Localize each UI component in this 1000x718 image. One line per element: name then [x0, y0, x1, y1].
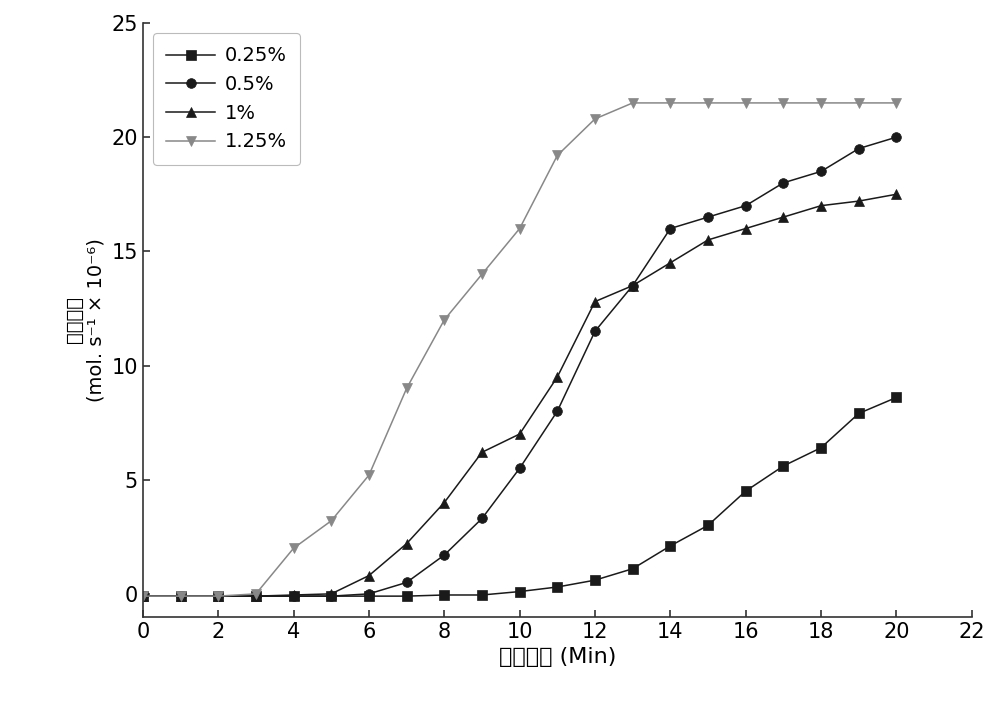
- 1.25%: [401, 384, 413, 393]
- 1%: [702, 236, 714, 244]
- 1.25%: [777, 98, 789, 107]
- Legend: 0.25%, 0.5%, 1%, 1.25%: 0.25%, 0.5%, 1%, 1.25%: [153, 33, 300, 165]
- 1.25%: [702, 98, 714, 107]
- 1.25%: [175, 592, 187, 600]
- 0.5%: [853, 144, 865, 153]
- 1.25%: [890, 98, 902, 107]
- 0.5%: [325, 592, 337, 600]
- 1.25%: [589, 115, 601, 123]
- 1.25%: [551, 151, 563, 159]
- 1%: [777, 213, 789, 221]
- 1.25%: [627, 98, 639, 107]
- 1.25%: [438, 315, 450, 324]
- 0.25%: [476, 591, 488, 600]
- Line: 0.25%: 0.25%: [138, 393, 901, 601]
- 1%: [476, 448, 488, 457]
- 0.25%: [702, 521, 714, 530]
- 1.25%: [664, 98, 676, 107]
- 0.25%: [589, 576, 601, 584]
- 0.5%: [514, 464, 526, 472]
- 1%: [589, 297, 601, 306]
- 0.25%: [250, 592, 262, 600]
- 1.25%: [740, 98, 752, 107]
- 0.5%: [401, 578, 413, 587]
- 0.25%: [438, 591, 450, 600]
- 0.25%: [288, 592, 300, 600]
- 0.25%: [853, 409, 865, 418]
- 1%: [514, 429, 526, 438]
- 0.25%: [664, 541, 676, 550]
- 1.25%: [250, 589, 262, 598]
- 1.25%: [853, 98, 865, 107]
- 1%: [438, 498, 450, 507]
- 0.5%: [627, 281, 639, 290]
- X-axis label: 辐照时间 (Min): 辐照时间 (Min): [499, 647, 616, 667]
- 1%: [890, 190, 902, 199]
- 0.25%: [627, 564, 639, 573]
- 1.25%: [288, 544, 300, 552]
- 1.25%: [476, 270, 488, 279]
- 1.25%: [363, 471, 375, 480]
- 0.5%: [438, 551, 450, 559]
- 0.5%: [476, 514, 488, 523]
- 0.5%: [250, 592, 262, 600]
- 0.5%: [815, 167, 827, 176]
- Line: 0.5%: 0.5%: [138, 132, 901, 601]
- 0.25%: [815, 444, 827, 452]
- 0.5%: [288, 592, 300, 600]
- 0.25%: [325, 592, 337, 600]
- 1%: [250, 592, 262, 600]
- 1%: [815, 201, 827, 210]
- 0.25%: [551, 583, 563, 592]
- 0.25%: [401, 592, 413, 600]
- 1.25%: [514, 224, 526, 233]
- 1%: [551, 373, 563, 381]
- 1%: [212, 592, 224, 600]
- Line: 1.25%: 1.25%: [138, 98, 901, 601]
- Line: 1%: 1%: [138, 190, 901, 601]
- 1%: [740, 224, 752, 233]
- 0.25%: [777, 462, 789, 470]
- 0.5%: [740, 201, 752, 210]
- 0.25%: [212, 592, 224, 600]
- 0.25%: [890, 393, 902, 402]
- 1.25%: [815, 98, 827, 107]
- 0.5%: [212, 592, 224, 600]
- 0.25%: [137, 592, 149, 600]
- Y-axis label: 聚合速率
(mol. s⁻¹ × 10⁻⁶): 聚合速率 (mol. s⁻¹ × 10⁻⁶): [65, 238, 106, 402]
- 1%: [137, 592, 149, 600]
- 1%: [175, 592, 187, 600]
- 0.5%: [363, 589, 375, 598]
- 1%: [401, 539, 413, 548]
- 0.25%: [740, 487, 752, 495]
- 1%: [664, 258, 676, 267]
- 0.5%: [137, 592, 149, 600]
- 0.5%: [777, 179, 789, 187]
- 0.5%: [589, 327, 601, 335]
- 1.25%: [137, 592, 149, 600]
- 1.25%: [325, 516, 337, 525]
- 1%: [288, 591, 300, 600]
- 0.5%: [175, 592, 187, 600]
- 0.5%: [890, 133, 902, 141]
- 1%: [363, 572, 375, 580]
- 1%: [325, 589, 337, 598]
- 0.5%: [664, 224, 676, 233]
- 0.5%: [702, 213, 714, 221]
- 1%: [627, 281, 639, 290]
- 0.25%: [175, 592, 187, 600]
- 1%: [853, 197, 865, 205]
- 1.25%: [212, 592, 224, 600]
- 0.25%: [514, 587, 526, 596]
- 0.25%: [363, 592, 375, 600]
- 0.5%: [551, 407, 563, 416]
